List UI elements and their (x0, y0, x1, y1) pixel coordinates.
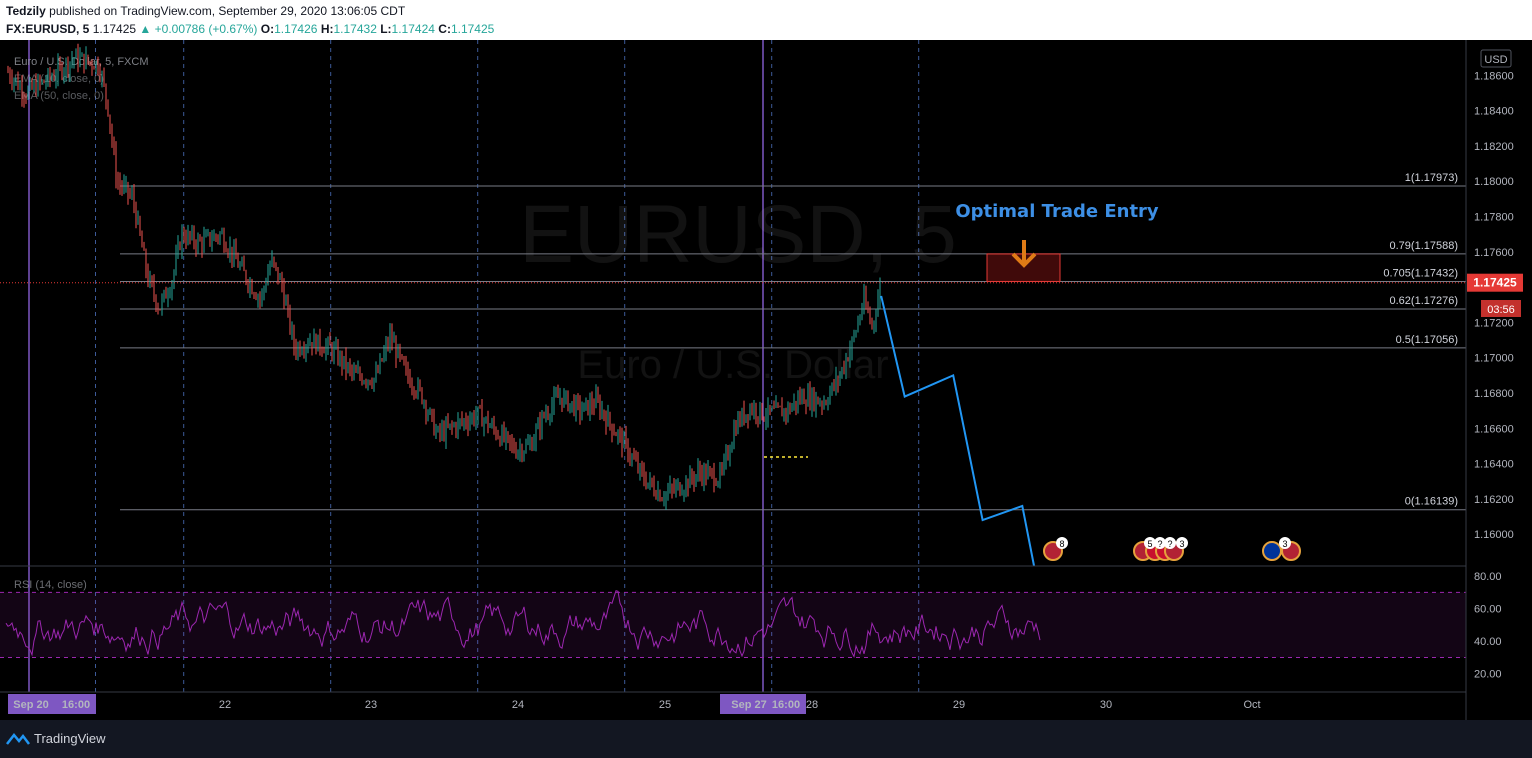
currency-badge-box (1480, 49, 1512, 68)
time-axis[interactable]: Sep 20 16:00 22 23 24 25 Sep 27 16:00 28 29 30 Oct (0, 691, 1466, 714)
tradingview-logo[interactable]: TradingView (6, 731, 106, 746)
last-price-tag-box (1467, 273, 1523, 292)
rsi-band (0, 592, 1466, 658)
price-tick: 1.16200 (1474, 494, 1514, 506)
ohlc-line: FX:EURUSD, 5 1.17425 ▲ +0.00786 (+0.67%)… (6, 22, 494, 36)
price-tick: 1.16400 (1474, 459, 1514, 471)
watermark-name: Euro / U.S. Dollar (577, 343, 888, 387)
rsi-legend[interactable]: RSI (14, close) (14, 579, 87, 591)
price-tick: 1.16000 (1474, 529, 1514, 541)
event-count-label: 3 (1179, 539, 1184, 549)
footer: TradingView (0, 720, 1532, 758)
price-change: ▲ +0.00786 (+0.67%) (139, 22, 258, 36)
publication-header: Tedzily published on TradingView.com, Se… (0, 0, 1532, 40)
published-text: published on TradingView.com, September … (49, 4, 406, 18)
projection-path[interactable] (880, 295, 1036, 567)
publisher-name[interactable]: Tedzily (6, 4, 46, 18)
economic-events[interactable]: 8 5?? 3 3 (1043, 537, 1301, 561)
price-tick: 1.18000 (1474, 176, 1514, 188)
currency-badge-label: USD (1484, 54, 1507, 66)
time-tick: 29 (953, 699, 965, 711)
price-tick: 1.17800 (1474, 212, 1514, 224)
legend-ema-50[interactable]: EMA (50, close, 0) (14, 90, 104, 102)
chart-legend: Euro / U.S. Dollar, 5, FXCM EMA (10, clo… (14, 56, 148, 102)
fibonacci-retracement[interactable]: 1(1.17973) 0.79(1.17588) 0.705(1.17432) 0.6… (120, 172, 1466, 511)
fib-level-label: 0.79(1.17588) (1390, 240, 1459, 252)
event-count-badge (1056, 537, 1068, 549)
event-count-badge (1154, 537, 1166, 549)
event-count-label: 3 (1282, 539, 1287, 549)
fib-level-label: 0.62(1.17276) (1390, 295, 1459, 307)
rsi-pane: RSI (14, close) (0, 579, 1466, 658)
open-value: 1.17426 (274, 22, 318, 36)
time-highlight (720, 694, 806, 714)
fib-level-label: 1(1.17973) (1405, 172, 1458, 184)
event-count-label: ? (1157, 539, 1162, 549)
bar-countdown-box (1481, 300, 1521, 317)
time-tick: 25 (659, 699, 671, 711)
currency-badge[interactable]: USD (1480, 49, 1512, 68)
session-separators (28, 40, 920, 692)
close-value: 1.17425 (450, 22, 495, 36)
symbol-label: FX:EURUSD, 5 (6, 22, 90, 36)
candlestick-series (7, 43, 881, 510)
time-tick: Oct (1243, 699, 1260, 711)
time-tick: 23 (365, 699, 377, 711)
time-tick: 16:00 (772, 699, 800, 711)
event-count-label: 5 (1147, 539, 1152, 549)
open-label: O: (260, 22, 275, 36)
last-price-tag-value: 1.17425 (1473, 276, 1517, 290)
rsi-tick: 20.00 (1474, 669, 1502, 681)
time-tick: 30 (1100, 699, 1112, 711)
fib-level-label: 0.5(1.17056) (1396, 334, 1458, 346)
event-count-label: ? (1167, 539, 1172, 549)
rsi-tick: 60.00 (1474, 604, 1502, 616)
arrow-down-icon (1011, 240, 1037, 268)
event-count-badge (1144, 537, 1156, 549)
time-tick: 24 (512, 699, 524, 711)
time-tick: Sep 20 (13, 699, 48, 711)
tradingview-logo-icon (6, 732, 30, 745)
price-tick: 1.18600 (1474, 70, 1514, 82)
rsi-tick: 40.00 (1474, 636, 1502, 648)
event-flag-icon[interactable] (1262, 541, 1282, 561)
price-tick: 1.17600 (1474, 247, 1514, 259)
time-tick: 22 (219, 699, 231, 711)
legend-title[interactable]: Euro / U.S. Dollar, 5, FXCM (14, 56, 148, 68)
event-count-badge (1279, 537, 1291, 549)
price-tick: 1.16600 (1474, 423, 1514, 435)
price-tick: 1.17200 (1474, 317, 1514, 329)
rsi-tick: 80.00 (1474, 571, 1502, 583)
high-value: 1.17432 (333, 22, 377, 36)
price-tick: 1.18400 (1474, 106, 1514, 118)
symbol-watermark: EURUSD, 5 Euro / U.S. Dollar (519, 189, 956, 387)
price-tick: 1.18200 (1474, 141, 1514, 153)
event-count-label: 8 (1059, 539, 1064, 549)
last-price: 1.17425 (92, 22, 137, 36)
event-count-badge (1176, 537, 1188, 549)
price-chart[interactable]: EURUSD, 5 Euro / U.S. Dollar Euro / U.S.… (0, 40, 1532, 720)
time-tick: Sep 27 (731, 699, 766, 711)
time-tick: 28 (806, 699, 818, 711)
time-highlight (8, 694, 96, 714)
time-tick: 16:00 (62, 699, 90, 711)
low-label: L: (380, 22, 392, 36)
price-tick: 1.16800 (1474, 388, 1514, 400)
last-price-tag: 1.17425 03:56 (1467, 273, 1523, 317)
optimal-trade-entry-label[interactable]: Optimal Trade Entry (955, 201, 1159, 222)
event-count-badge (1164, 537, 1176, 549)
tradingview-brand: TradingView (34, 731, 106, 746)
fib-level-label: 0(1.16139) (1405, 496, 1458, 508)
price-tick: 1.17000 (1474, 353, 1514, 365)
close-label: C: (438, 22, 451, 36)
watermark-symbol: EURUSD, 5 (519, 189, 956, 280)
fib-level-label: 0.705(1.17432) (1383, 267, 1458, 279)
high-label: H: (320, 22, 334, 36)
bar-countdown: 03:56 (1487, 304, 1515, 316)
legend-ema-10[interactable]: EMA (10, close, 0) (14, 73, 104, 85)
low-value: 1.17424 (391, 22, 435, 36)
price-axis[interactable]: 1.18600 1.18400 1.18200 1.18000 1.17800 1.176… (1465, 40, 1514, 720)
rsi-line (5, 590, 1041, 658)
publisher-line: Tedzily published on TradingView.com, Se… (6, 4, 405, 18)
